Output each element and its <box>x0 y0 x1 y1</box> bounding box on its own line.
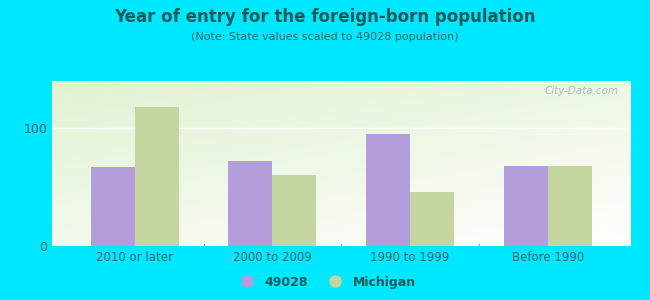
Bar <box>410 192 454 246</box>
Text: City-Data.com: City-Data.com <box>545 86 619 96</box>
Bar <box>135 107 179 246</box>
Bar <box>90 167 135 246</box>
Bar <box>228 161 272 246</box>
Text: (Note: State values scaled to 49028 population): (Note: State values scaled to 49028 popu… <box>191 32 459 41</box>
Legend: 49028, Michigan: 49028, Michigan <box>229 271 421 294</box>
Bar <box>548 166 592 246</box>
Text: Year of entry for the foreign-born population: Year of entry for the foreign-born popul… <box>114 8 536 26</box>
Bar <box>366 134 410 246</box>
Bar <box>272 175 317 246</box>
Bar <box>504 166 548 246</box>
